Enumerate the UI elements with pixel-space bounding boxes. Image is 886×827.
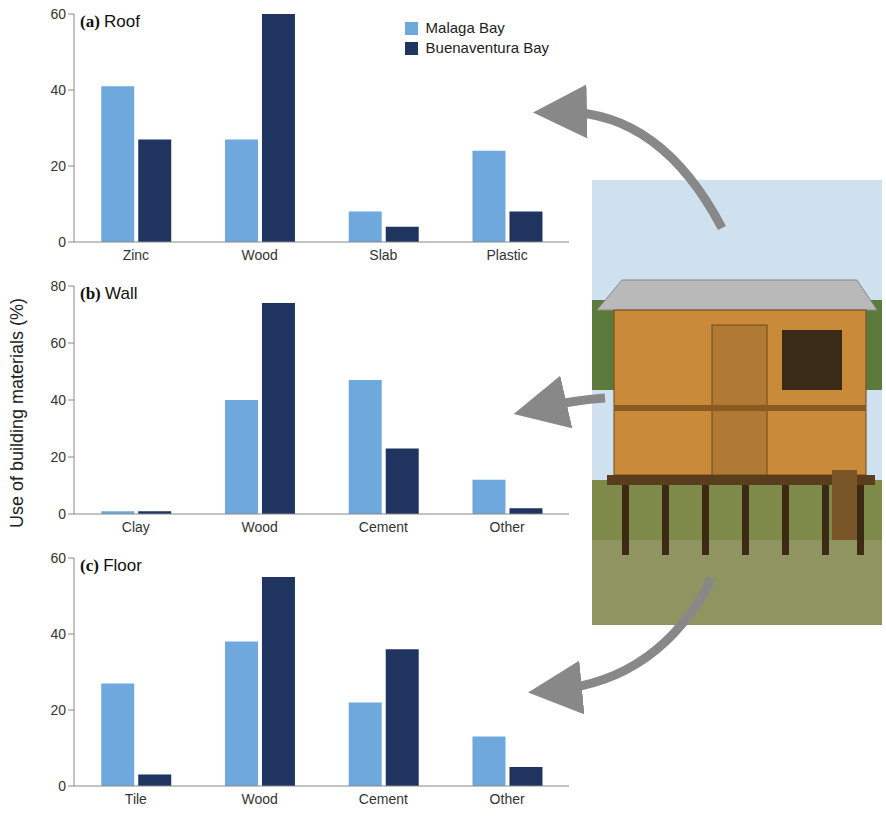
html-text:Malaga Bay: Malaga Bay [425, 19, 505, 36]
svg-text:Clay: Clay [122, 519, 150, 535]
svg-text:Slab: Slab [369, 247, 397, 263]
svg-text:40: 40 [50, 392, 66, 408]
svg-text:Wood: Wood [241, 519, 277, 535]
html-text:(b) Wall: (b) Wall [80, 284, 138, 303]
svg-text:40: 40 [50, 626, 66, 642]
svg-text:60: 60 [50, 550, 66, 566]
svg-text:Other: Other [490, 519, 525, 535]
svg-text:Other: Other [490, 791, 525, 807]
svg-text:40: 40 [50, 82, 66, 98]
svg-text:Cement: Cement [359, 791, 408, 807]
html-text:(c) Floor: (c) Floor [80, 556, 142, 575]
svg-text:60: 60 [50, 335, 66, 351]
svg-text:Plastic: Plastic [487, 247, 528, 263]
svg-text:0: 0 [58, 234, 66, 250]
html-text:(a) Roof: (a) Roof [80, 12, 140, 31]
svg-text:Tile: Tile [125, 791, 147, 807]
svg-text:80: 80 [50, 278, 66, 294]
svg-text:20: 20 [50, 449, 66, 465]
svg-text:20: 20 [50, 158, 66, 174]
svg-text:0: 0 [58, 506, 66, 522]
svg-text:20: 20 [50, 702, 66, 718]
svg-text:60: 60 [50, 6, 66, 22]
svg-text:Zinc: Zinc [123, 247, 149, 263]
html-text:Buenaventura Bay: Buenaventura Bay [425, 39, 549, 56]
html-text:Use of building materials (%): Use of building materials (%) [6, 298, 27, 528]
svg-text:Wood: Wood [241, 791, 277, 807]
svg-text:Wood: Wood [241, 247, 277, 263]
svg-text:0: 0 [58, 778, 66, 794]
svg-text:Cement: Cement [359, 519, 408, 535]
